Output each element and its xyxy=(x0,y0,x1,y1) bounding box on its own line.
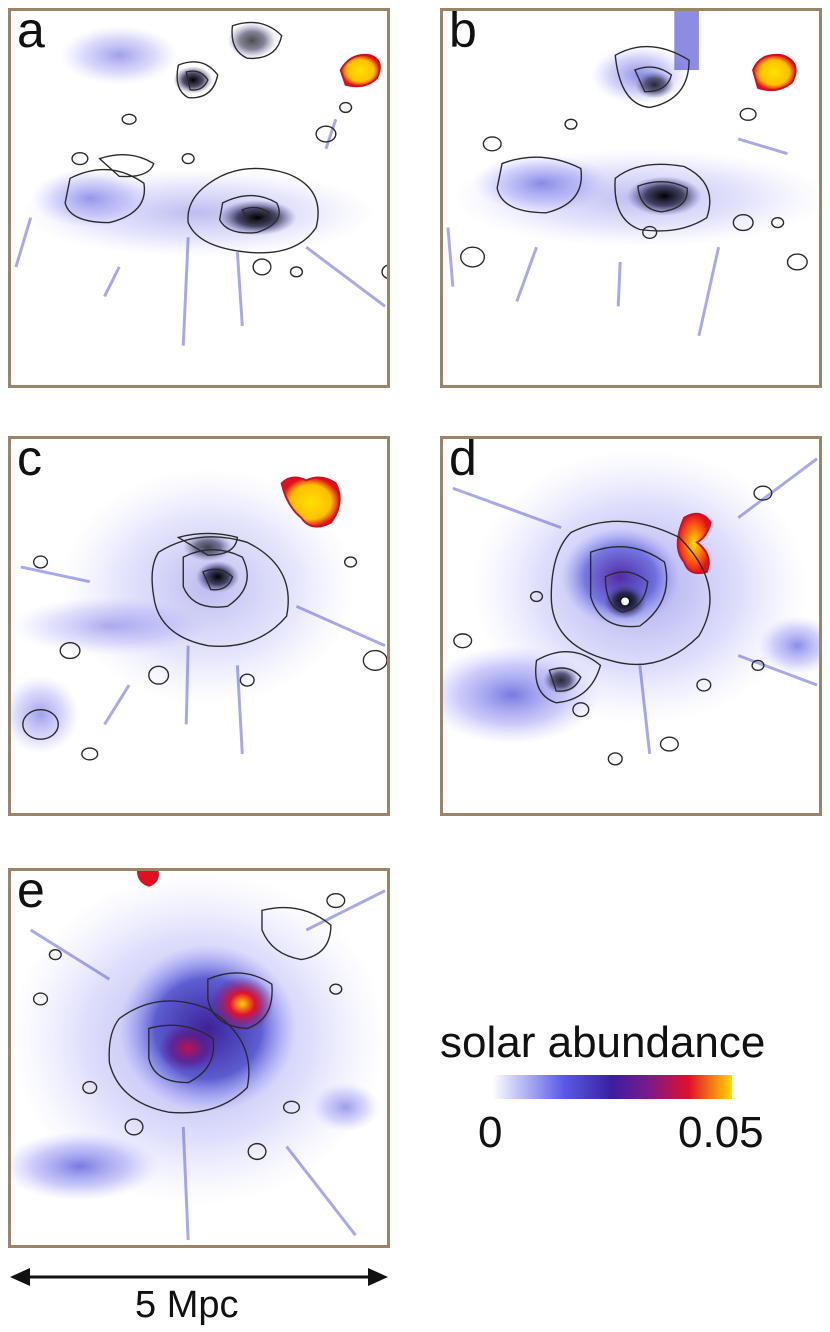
scale-bar-label: 5 Mpc xyxy=(135,1284,239,1326)
panel-d-map xyxy=(443,448,819,766)
panel-a: a xyxy=(8,8,390,388)
panel-d-label: d xyxy=(449,436,477,486)
panel-e-label: e xyxy=(17,868,45,918)
panel-b: b xyxy=(440,8,822,388)
panel-b-map xyxy=(446,11,819,337)
panel-d: d xyxy=(440,436,822,816)
panel-c-map xyxy=(11,468,387,761)
panel-e-map xyxy=(11,871,386,1241)
colorbar-min-label: 0 xyxy=(478,1108,503,1157)
panel-a-label: a xyxy=(17,8,45,58)
panel-b-label: b xyxy=(449,8,477,58)
panel-c-label: c xyxy=(17,436,42,486)
panel-a-map xyxy=(14,21,387,346)
colorbar-gradient xyxy=(492,1075,732,1099)
colorbar-title: solar abundance xyxy=(440,1018,766,1067)
colorbar-max-label: 0.05 xyxy=(678,1108,764,1157)
panel-c: c xyxy=(8,436,390,816)
panel-e: e xyxy=(8,868,390,1248)
scale-bar-arrow xyxy=(10,1268,388,1286)
